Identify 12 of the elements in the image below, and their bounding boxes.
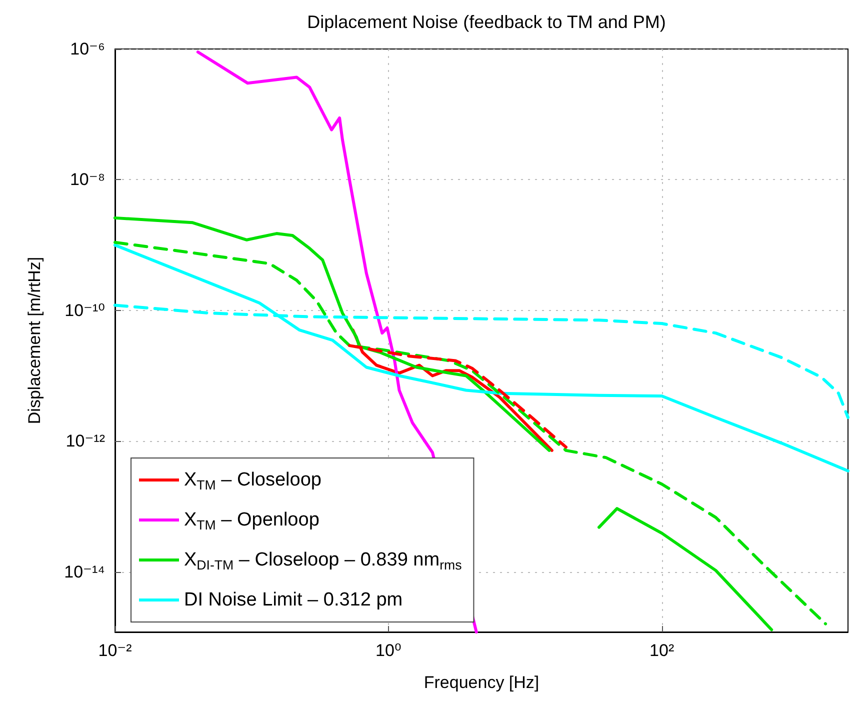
y-tick-label: 10⁻¹⁰ — [64, 300, 106, 320]
x-tick-label: 10⁻² — [98, 641, 132, 660]
x-tick-label: 10² — [650, 641, 674, 660]
y-tick-label: 10⁻¹² — [66, 432, 106, 451]
y-tick-label: 10⁻⁸ — [70, 170, 105, 190]
x-tick-label: 10⁰ — [376, 641, 402, 660]
y-tick-label: 10⁻¹⁴ — [64, 562, 105, 582]
y-axis-title: Displacement [m/rtHz] — [25, 256, 44, 424]
legend-label: DI Noise Limit – 0.312 pm — [184, 590, 403, 610]
chart-title: Diplacement Noise (feedback to TM and PM) — [307, 12, 666, 32]
x-axis-title: Frequency [Hz] — [424, 673, 540, 692]
y-tick-label: 10⁻⁶ — [70, 40, 105, 58]
